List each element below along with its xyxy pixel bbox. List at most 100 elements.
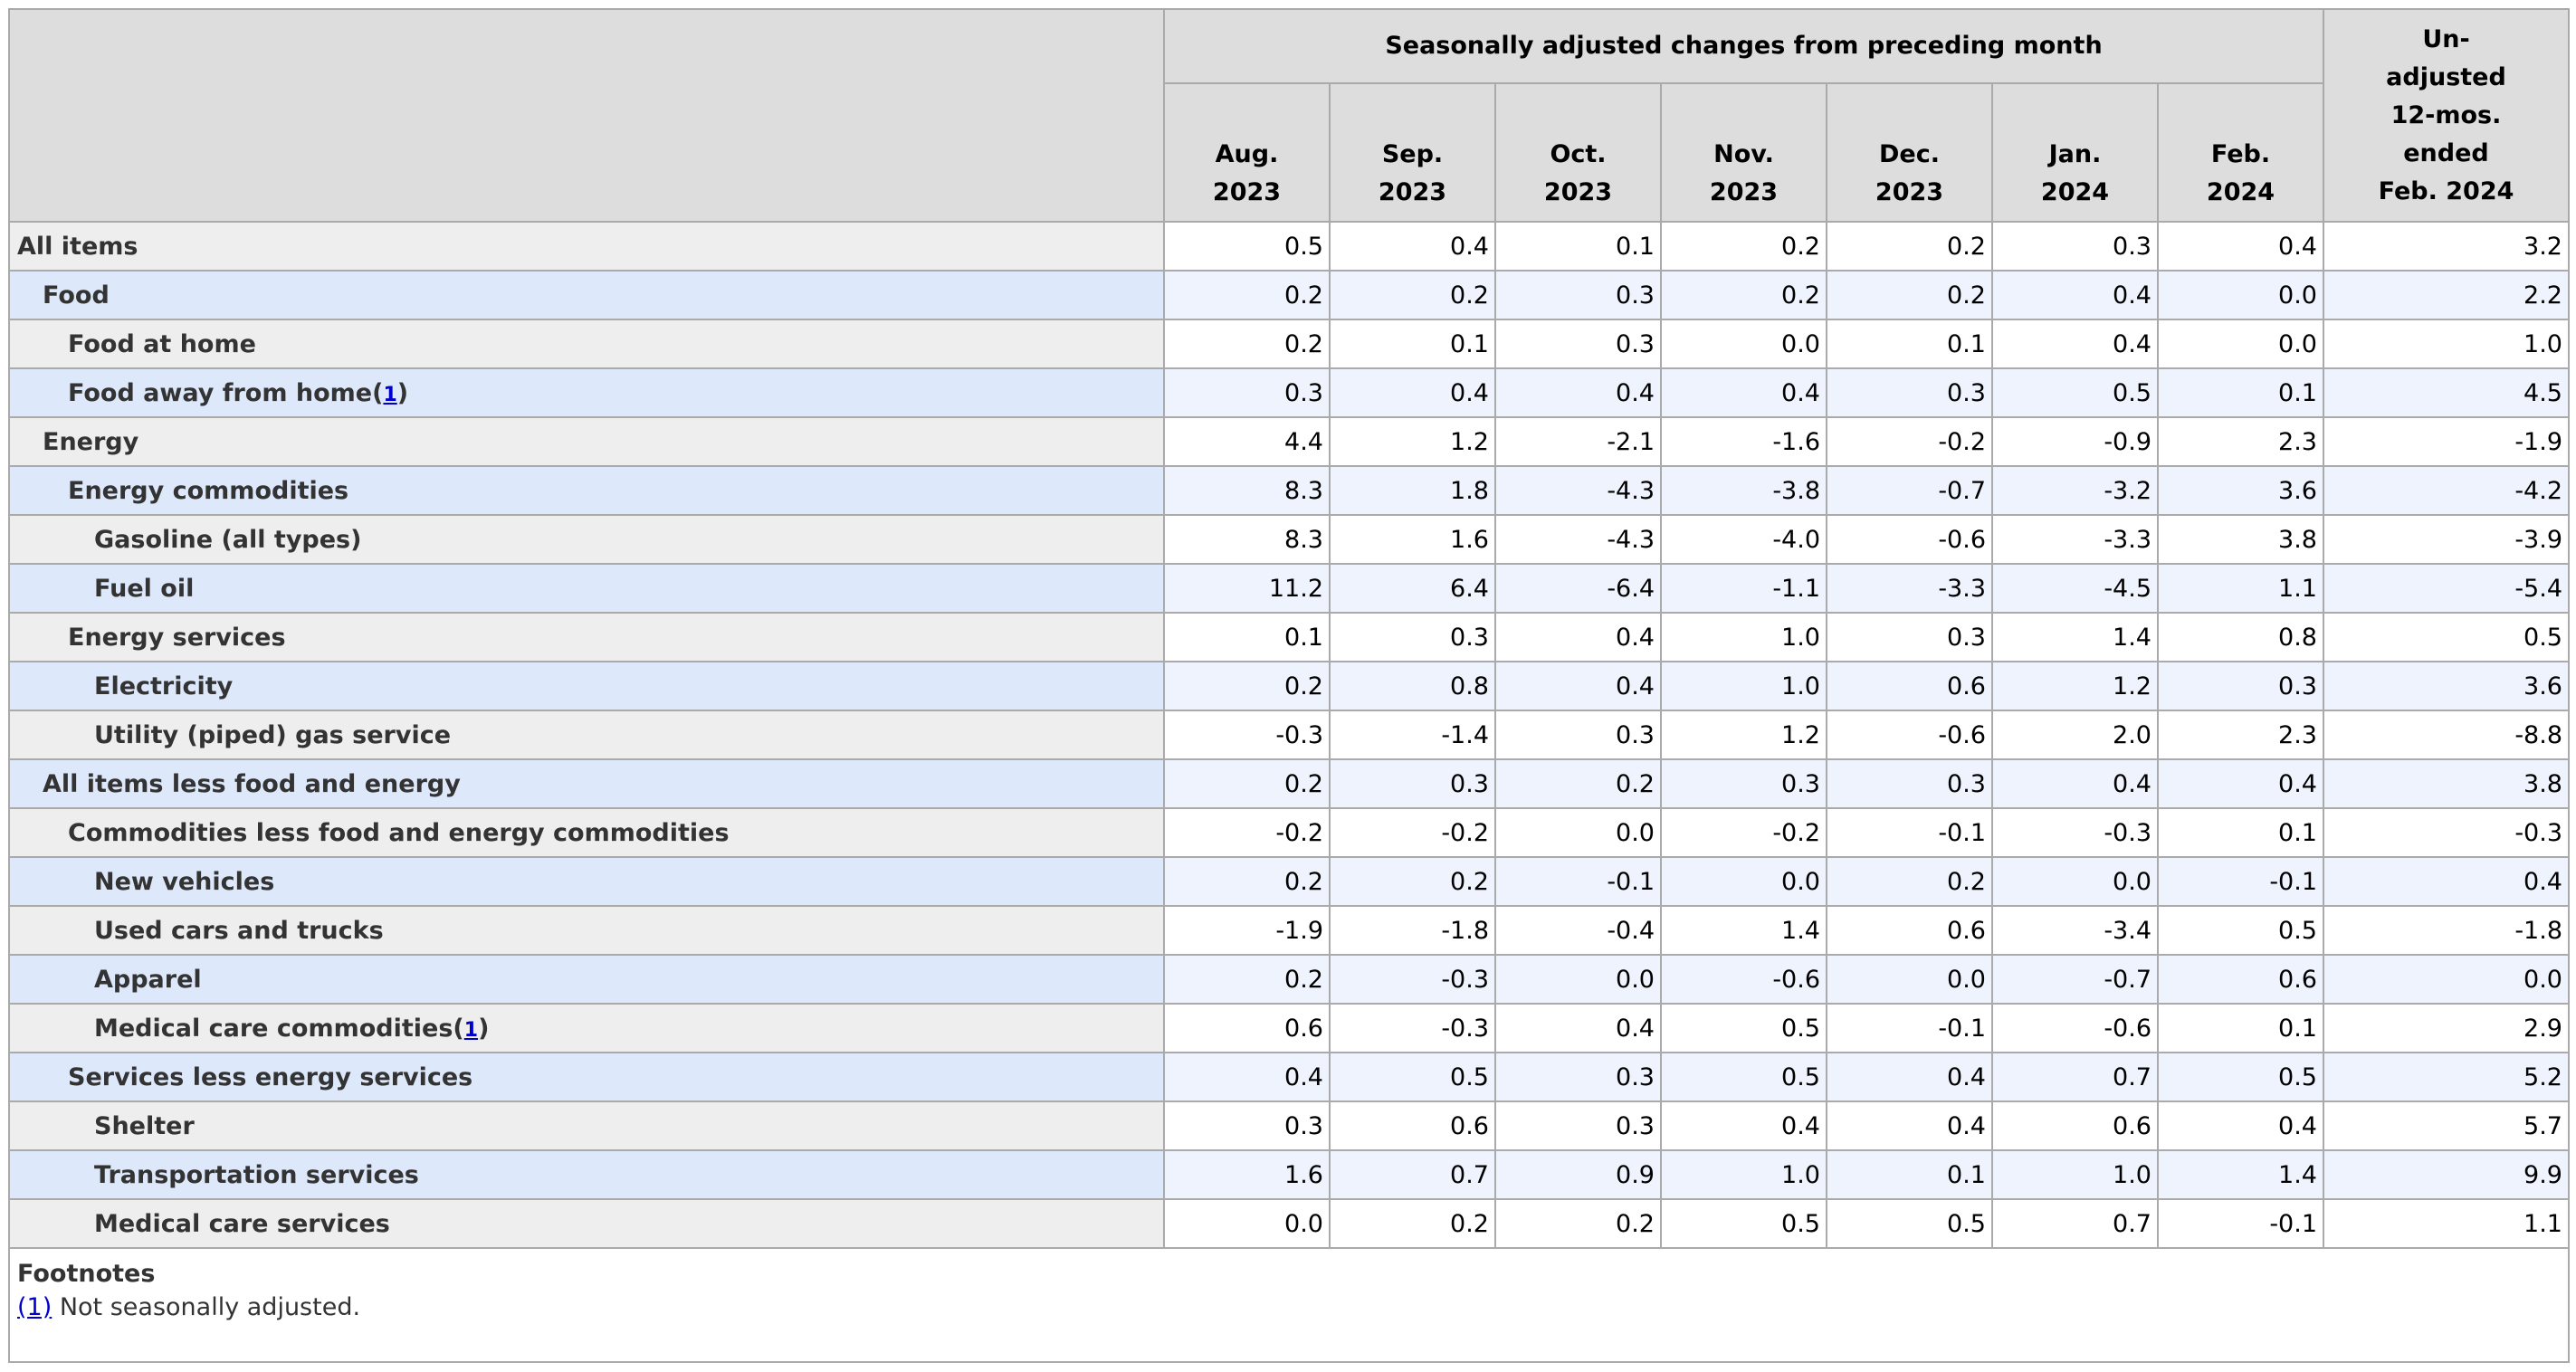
value-cell: 0.0 — [1660, 856, 1827, 907]
value-cell: 8.3 — [1163, 465, 1331, 516]
footnotes-title: Footnotes — [17, 1260, 156, 1288]
value-cell: -3.3 — [1826, 563, 1993, 614]
value-cell: -0.1 — [1494, 856, 1662, 907]
value-cell: 0.2 — [1826, 856, 1993, 907]
unadjusted-value-cell: 5.2 — [2323, 1052, 2570, 1102]
value-cell: 0.4 — [2157, 221, 2324, 272]
value-cell: 0.4 — [1991, 270, 2159, 320]
footnote-marker-link[interactable]: (1) — [17, 1293, 52, 1321]
table-row: Used cars and trucks -1.9 -1.8 -0.4 1.4 0.6 -3… — [8, 905, 2570, 956]
row-label: Medical care commodities(1) — [8, 1003, 1165, 1053]
value-cell: 0.4 — [1329, 221, 1496, 272]
unadjusted-value-cell: 0.5 — [2323, 612, 2570, 662]
footnote-link[interactable]: 1 — [383, 383, 397, 406]
value-cell: -1.6 — [1660, 416, 1827, 467]
value-cell: -0.7 — [1991, 954, 2159, 1005]
value-cell: 0.5 — [2157, 905, 2324, 956]
row-label: Commodities less food and energy commodi… — [8, 807, 1165, 858]
value-cell: 1.1 — [2157, 563, 2324, 614]
value-cell: 0.3 — [1826, 758, 1993, 809]
value-cell: 0.9 — [1494, 1149, 1662, 1200]
row-label: Energy services — [8, 612, 1165, 662]
unadjusted-value-cell: 0.0 — [2323, 954, 2570, 1005]
unadjusted-value-cell: 4.5 — [2323, 367, 2570, 418]
row-label-text: Energy — [43, 427, 139, 456]
value-cell: 0.0 — [1660, 319, 1827, 369]
table-row: Medical care services 0.0 0.2 0.2 0.5 0.5 0.7-… — [8, 1198, 2570, 1249]
month-header: Nov. 2023 — [1660, 82, 1827, 223]
table-row: Food 0.2 0.2 0.3 0.2 0.2 0.4 0.0 2.2 — [8, 270, 2570, 320]
row-label-text: Medical care commodities — [94, 1014, 453, 1043]
unadjusted-value-cell: 3.6 — [2323, 661, 2570, 711]
month-label: Aug. — [1215, 140, 1279, 168]
row-label-text: Shelter — [94, 1111, 195, 1140]
row-label: All items — [8, 221, 1165, 272]
value-cell: 0.2 — [1494, 758, 1662, 809]
month-header: Sep. 2023 — [1329, 82, 1496, 223]
value-cell: 0.4 — [1494, 612, 1662, 662]
row-label-text: Energy services — [68, 623, 286, 652]
table-row: Utility (piped) gas service -0.3 -1.4 0.3 1.… — [8, 710, 2570, 760]
table-row: Energy 4.4 1.2 -2.1 -1.6 -0.2 -0.9 2.3 -1.9 — [8, 416, 2570, 467]
row-label-text: Food away from home — [68, 378, 373, 407]
month-label: Feb. — [2210, 140, 2271, 168]
table-row: All items less food and energy 0.2 0.3 0.2 0… — [8, 758, 2570, 809]
unadjusted-value-cell: 2.2 — [2323, 270, 2570, 320]
row-label: Energy — [8, 416, 1165, 467]
value-cell: 2.0 — [1991, 710, 2159, 760]
value-cell: 0.2 — [1163, 954, 1331, 1005]
value-cell: 1.4 — [1660, 905, 1827, 956]
row-label-text: Food — [43, 281, 110, 310]
value-cell: 0.3 — [1329, 612, 1496, 662]
cpi-changes-table: Seasonally adjusted changes from precedi… — [8, 8, 2570, 1363]
value-cell: 0.4 — [1991, 319, 2159, 369]
value-cell: 0.0 — [1826, 954, 1993, 1005]
value-cell: -0.7 — [1826, 465, 1993, 516]
value-cell: 0.3 — [1329, 758, 1496, 809]
value-cell: -4.5 — [1991, 563, 2159, 614]
value-cell: -0.6 — [1991, 1003, 2159, 1053]
value-cell: 0.2 — [1163, 270, 1331, 320]
table-row: All items 0.5 0.4 0.1 0.2 0.2 0.3 0.4 3.2 — [8, 221, 2570, 272]
value-cell: -2.1 — [1494, 416, 1662, 467]
value-cell: 0.3 — [1991, 221, 2159, 272]
table-row: New vehicles 0.2 0.2 -0.1 0.0 0.2 0.0 -0.1 0.4 — [8, 856, 2570, 907]
value-cell: -0.1 — [2157, 856, 2324, 907]
value-cell: 0.3 — [1163, 367, 1331, 418]
row-label: Shelter — [8, 1100, 1165, 1151]
unadjusted-value-cell: -8.8 — [2323, 710, 2570, 760]
value-cell: 8.3 — [1163, 514, 1331, 565]
value-cell: 0.2 — [1163, 319, 1331, 369]
row-label: Medical care services — [8, 1198, 1165, 1249]
row-label: Utility (piped) gas service — [8, 710, 1165, 760]
footnote-link[interactable]: 1 — [463, 1018, 479, 1042]
value-cell: -0.3 — [1329, 954, 1496, 1005]
table-row: Fuel oil 11.2 6.4 -6.4 -1.1 -3.3 -4.5 1.1 -5.4 — [8, 563, 2570, 614]
value-cell: 0.2 — [1163, 661, 1331, 711]
value-cell: -3.3 — [1991, 514, 2159, 565]
unadjusted-value-cell: -5.4 — [2323, 563, 2570, 614]
unadjusted-value-cell: -1.8 — [2323, 905, 2570, 956]
value-cell: 0.5 — [1826, 1198, 1993, 1249]
value-cell: -0.6 — [1660, 954, 1827, 1005]
value-cell: 0.7 — [1329, 1149, 1496, 1200]
value-cell: 1.4 — [2157, 1149, 2324, 1200]
table-row: Commodities less food and energy commodi… — [8, 807, 2570, 858]
value-cell: 1.0 — [1991, 1149, 2159, 1200]
row-label-text: Transportation services — [94, 1160, 419, 1189]
footnotes-section: Footnotes (1) Not seasonally adjusted. — [8, 1247, 2570, 1363]
value-cell: -0.4 — [1494, 905, 1662, 956]
value-cell: 0.0 — [1163, 1198, 1331, 1249]
value-cell: 0.3 — [1163, 1100, 1331, 1151]
value-cell: 0.4 — [1494, 661, 1662, 711]
value-cell: 0.6 — [2157, 954, 2324, 1005]
unadjusted-value-cell: 0.4 — [2323, 856, 2570, 907]
value-cell: 0.3 — [1494, 1052, 1662, 1102]
table-row: Transportation services 1.6 0.7 0.9 1.0 0.1 1.… — [8, 1149, 2570, 1200]
value-cell: 0.4 — [1329, 367, 1496, 418]
row-label: Used cars and trucks — [8, 905, 1165, 956]
row-label-text: Medical care services — [94, 1209, 390, 1238]
value-cell: 0.5 — [1660, 1052, 1827, 1102]
row-label-text: Food at home — [68, 329, 256, 358]
row-label: Food away from home(1) — [8, 367, 1165, 418]
